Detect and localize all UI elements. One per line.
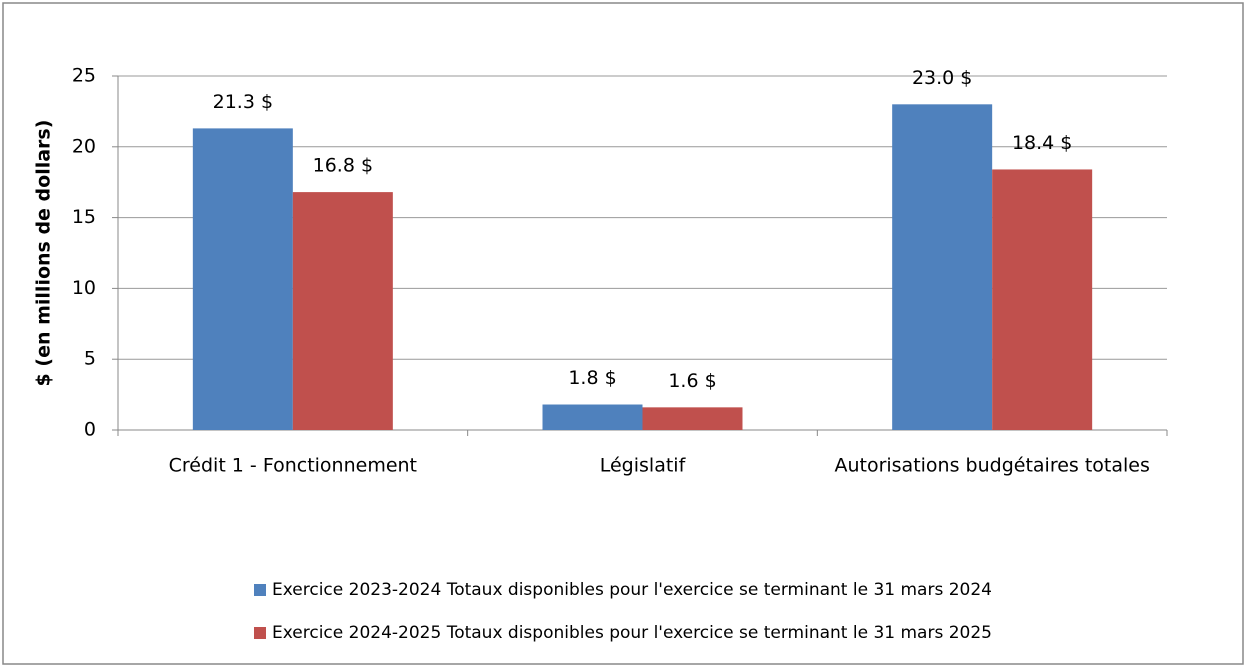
y-tick-label: 20 [72, 135, 96, 157]
bar [292, 192, 393, 430]
data-label: 16.8 $ [313, 155, 373, 177]
y-tick-label: 25 [72, 65, 96, 87]
x-tick-label: Autorisations budgétaires totales [834, 455, 1149, 477]
bar [992, 169, 1093, 430]
y-axis-label: $ (en millions de dollars) [33, 120, 55, 387]
legend-label: Exercice 2024-2025 Totaux disponibles po… [272, 623, 992, 643]
y-tick-label: 0 [84, 419, 96, 441]
data-label: 21.3 $ [213, 91, 273, 113]
y-tick-label: 15 [72, 206, 96, 228]
data-label: 1.6 $ [668, 370, 716, 392]
data-label: 18.4 $ [1012, 132, 1072, 154]
y-tick-label: 10 [72, 277, 96, 299]
y-tick-label: 5 [84, 348, 96, 370]
legend-swatch [254, 627, 266, 639]
bar [642, 407, 743, 430]
legend-label: Exercice 2023-2024 Totaux disponibles po… [272, 580, 992, 600]
x-tick-label: Crédit 1 - Fonctionnement [169, 455, 417, 477]
bar [892, 104, 993, 430]
data-label: 1.8 $ [568, 367, 616, 389]
bar [192, 128, 293, 430]
bar [542, 404, 643, 430]
data-label: 23.0 $ [912, 67, 972, 89]
x-tick-label: Législatif [600, 455, 687, 477]
legend-swatch [254, 584, 266, 596]
